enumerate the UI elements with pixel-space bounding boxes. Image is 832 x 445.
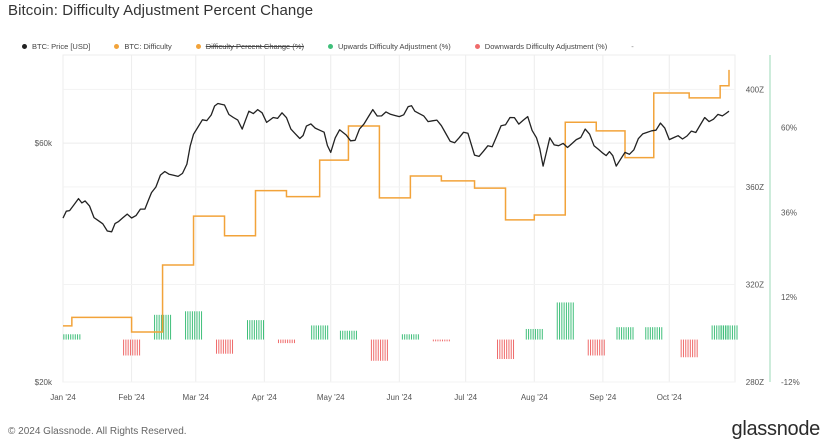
downwards-adjustment-bar (587, 339, 605, 356)
y-difficulty-tick-label: 400Z (746, 85, 764, 94)
downwards-adjustment-bar (216, 339, 234, 354)
legend-dot-difficulty (114, 44, 120, 49)
upwards-adjustment-bar (720, 325, 738, 340)
legend-label-downwards: Downwards Difficulty Adjustment (%) (484, 42, 608, 51)
y-difficulty-tick-label: 320Z (746, 280, 764, 289)
downwards-adjustment-bar (497, 339, 515, 360)
legend-item-price[interactable]: BTC: Price [USD] (22, 42, 90, 51)
downwards-adjustment-bar (680, 339, 698, 358)
legend-label-extra: - (631, 42, 634, 51)
upwards-adjustment-bar (556, 302, 574, 340)
x-tick-label: Oct '24 (657, 393, 683, 402)
x-tick-label: Jul '24 (454, 393, 477, 402)
x-tick-label: Jun '24 (387, 393, 413, 402)
x-tick-label: Aug '24 (521, 393, 548, 402)
chart-title: Bitcoin: Difficulty Adjustment Percent C… (8, 2, 314, 19)
copyright-footer: © 2024 Glassnode. All Rights Reserved. (8, 426, 187, 437)
legend-item-difficulty-percent[interactable]: Difficulty Percent Change (%) (195, 42, 304, 51)
upwards-adjustment-bar (339, 330, 357, 340)
price-series-line (62, 102, 730, 233)
upwards-adjustment-bar (311, 325, 329, 340)
downwards-adjustment-bar (123, 339, 141, 356)
legend-dot-difficulty-percent (195, 44, 201, 49)
legend-dot-price (22, 44, 27, 49)
upwards-adjustment-bar (63, 334, 81, 340)
x-tick-label: May '24 (317, 393, 345, 402)
legend-item-extra[interactable]: - (631, 42, 634, 51)
legend-label-price: BTC: Price [USD] (32, 42, 91, 51)
upwards-adjustment-bar (616, 327, 634, 340)
y-percent-tick-label: 12% (781, 293, 797, 302)
downwards-adjustment-bar (370, 339, 388, 361)
chart-legend: BTC: Price [USD] BTC: Difficulty Difficu… (22, 42, 658, 51)
brand-logo: glassnode (731, 418, 821, 440)
x-tick-label: Apr '24 (252, 393, 278, 402)
legend-dot-upwards (327, 44, 333, 49)
legend-label-upwards: Upwards Difficulty Adjustment (%) (337, 42, 451, 51)
difficulty-series-line (63, 69, 730, 333)
y-percent-tick-label: -12% (781, 378, 800, 387)
upwards-adjustment-bar (401, 334, 419, 340)
legend-item-difficulty[interactable]: BTC: Difficulty (114, 42, 172, 51)
legend-label-difficulty-percent: Difficulty Percent Change (%) (205, 42, 304, 51)
legend-item-upwards[interactable]: Upwards Difficulty Adjustment (%) (327, 42, 451, 51)
legend-dot-downwards (474, 44, 480, 49)
x-tick-label: Mar '24 (183, 393, 210, 402)
y-percent-tick-label: 36% (781, 208, 797, 217)
y-percent-tick-label: 60% (781, 123, 797, 132)
downwards-adjustment-bar (432, 339, 450, 342)
y-difficulty-tick-label: 280Z (746, 378, 764, 387)
x-tick-label: Jan '24 (50, 393, 76, 402)
y-left-tick-label: $20k (35, 378, 53, 387)
upwards-adjustment-bar (154, 314, 172, 340)
x-tick-label: Feb '24 (118, 393, 145, 402)
legend-item-downwards[interactable]: Downwards Difficulty Adjustment (%) (474, 42, 608, 51)
legend-label-difficulty: BTC: Difficulty (124, 42, 172, 51)
upwards-adjustment-bar (185, 311, 203, 340)
upwards-adjustment-bar (525, 328, 543, 340)
y-left-tick-label: $60k (35, 139, 53, 148)
upwards-adjustment-bar (645, 327, 663, 340)
upwards-adjustment-bar (246, 320, 264, 340)
y-difficulty-tick-label: 360Z (746, 183, 764, 192)
downwards-adjustment-bar (277, 339, 295, 344)
x-tick-label: Sep '24 (589, 393, 616, 402)
